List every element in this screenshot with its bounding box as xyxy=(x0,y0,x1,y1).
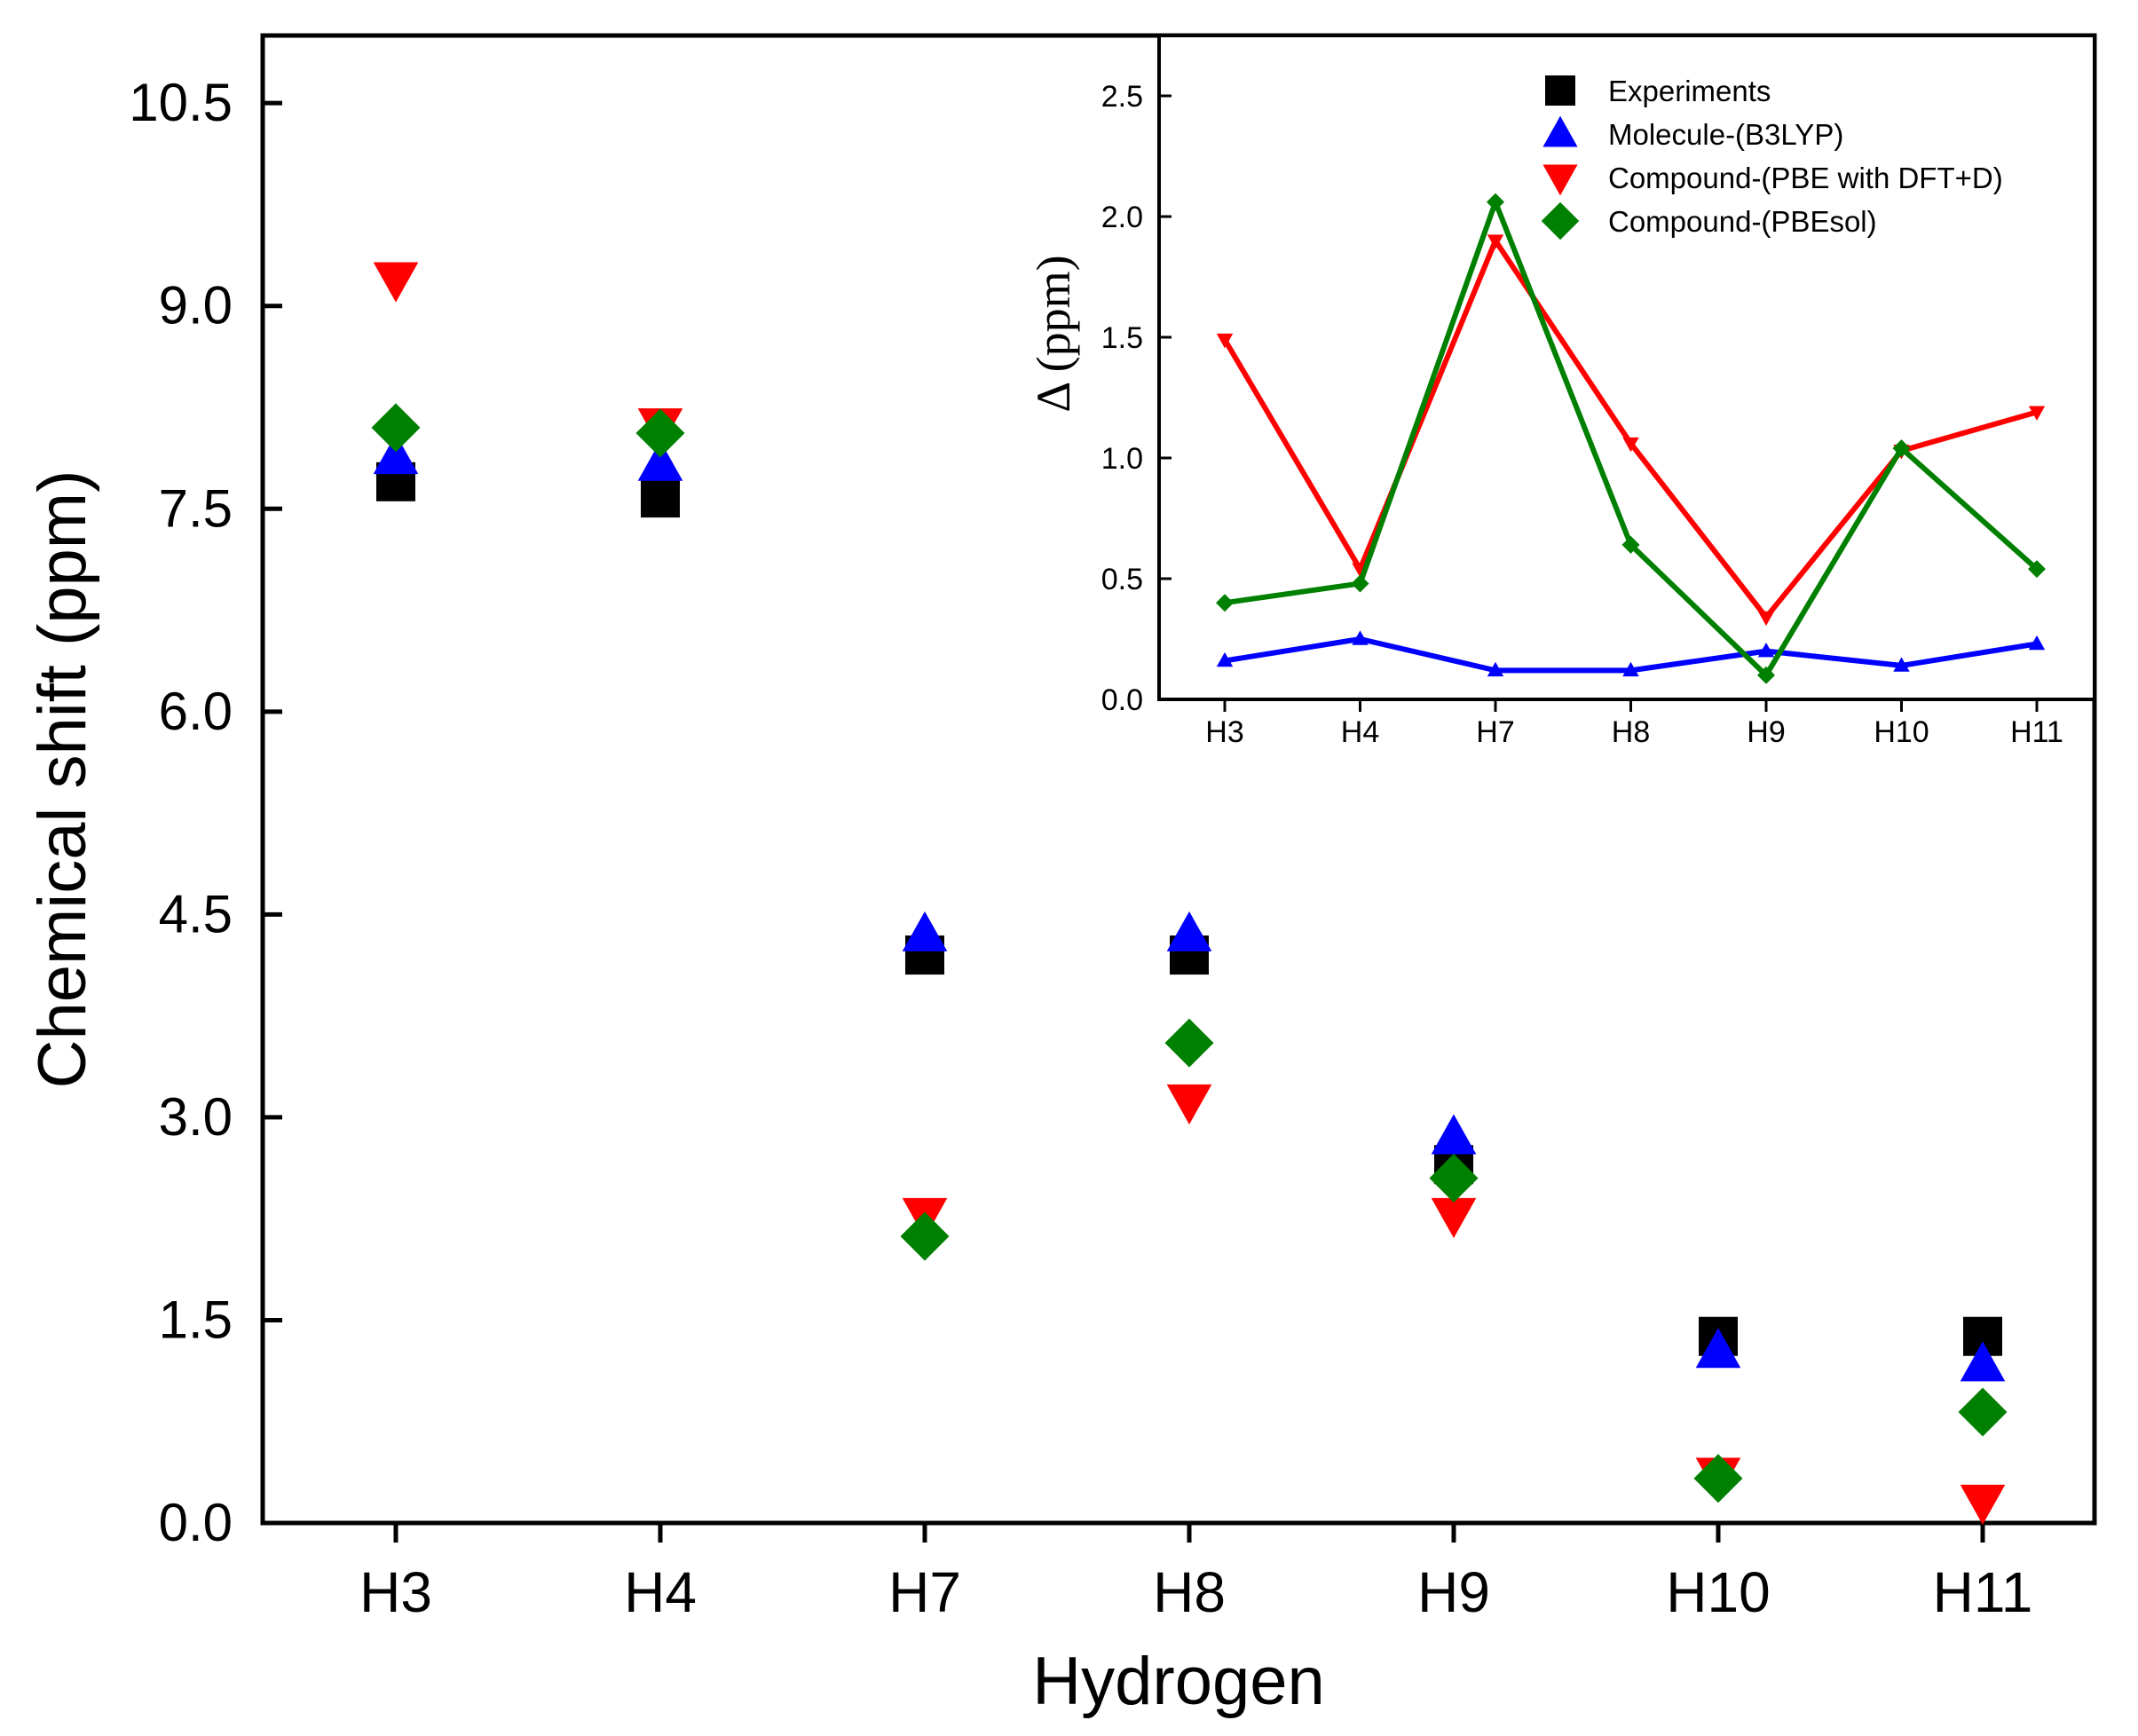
main-y-tick-label: 7.5 xyxy=(159,478,233,538)
main-series-compound-pbesol xyxy=(371,403,2008,1503)
inset-point-compound-pbe-with-dft-d-h11 xyxy=(2028,406,2046,421)
inset-x-tick-label: H8 xyxy=(1612,715,1650,749)
legend-label-compound-pbe-with-dft-d: Compound-(PBE with DFT+D) xyxy=(1608,162,2003,194)
inset-point-molecule-b3lyp-h3 xyxy=(1216,651,1234,667)
main-y-tick-label: 6.0 xyxy=(159,682,233,741)
main-x-tick-label: H7 xyxy=(888,1560,961,1624)
main-y-tick-label: 0.0 xyxy=(159,1493,233,1552)
inset-series-molecule-b3lyp xyxy=(1216,630,2046,677)
main-point-molecule-b3lyp-h11 xyxy=(1960,1341,2006,1382)
main-point-experiments-h4 xyxy=(641,478,680,518)
main-y-tick-label: 9.0 xyxy=(159,276,233,335)
main-point-molecule-b3lyp-h8 xyxy=(1166,911,1212,951)
inset-y-tick-label: 2.5 xyxy=(1101,80,1143,114)
legend: Experiments Molecule-(B3LYP) Compound-(PBE… xyxy=(1541,75,2003,241)
main-y-tick-label: 1.5 xyxy=(159,1290,233,1349)
main-x-tick-label: H8 xyxy=(1153,1560,1226,1624)
legend-marker-compound-pbe-with-dft-d xyxy=(1542,164,1578,196)
main-point-compound-pbesol-h9 xyxy=(1429,1153,1479,1203)
main-point-compound-pbesol-h7 xyxy=(900,1211,950,1261)
inset-point-compound-pbesol-h3 xyxy=(1216,594,1234,612)
inset-y-tick-label: 2.0 xyxy=(1101,201,1143,234)
inset-point-compound-pbesol-h4 xyxy=(1351,574,1369,593)
inset-x-tick-label: H7 xyxy=(1476,715,1514,749)
inset-point-compound-pbe-with-dft-d-h9 xyxy=(1757,611,1775,627)
inset-y-tick-label: 1.5 xyxy=(1101,321,1143,355)
inset-plot: 0.0 0.5 1.0 1.5 2.0 2.5 H3 H4 H7 H8 H9 H10 H11 xyxy=(1101,80,2063,749)
inset-x-tick-label: H9 xyxy=(1747,715,1785,749)
inset-point-molecule-b3lyp-h11 xyxy=(2028,635,2046,651)
legend-marker-molecule-b3lyp xyxy=(1542,115,1578,147)
main-y-tick-label: 4.5 xyxy=(159,884,233,943)
main-series-molecule-b3lyp xyxy=(373,433,2006,1382)
inset-point-compound-pbe-with-dft-d-h7 xyxy=(1487,234,1504,249)
main-x-axis-title: Hydrogen xyxy=(1032,1644,1325,1719)
legend-label-molecule-b3lyp: Molecule-(B3LYP) xyxy=(1608,118,1843,151)
legend-marker-compound-pbesol xyxy=(1541,201,1580,241)
inset-x-tick-label: H11 xyxy=(2010,715,2063,749)
main-point-molecule-b3lyp-h3 xyxy=(373,433,419,475)
main-plot: 0.0 1.5 3.0 4.5 6.0 7.5 9.0 10.5 H3 H4 H7 H8 H9 H10 H1… xyxy=(129,73,2032,1624)
main-x-tick-label: H3 xyxy=(359,1560,432,1624)
inset-point-compound-pbesol-h11 xyxy=(2028,560,2046,579)
inset-series-compound-pbesol xyxy=(1216,193,2046,684)
main-point-molecule-b3lyp-h10 xyxy=(1695,1328,1741,1369)
inset-point-molecule-b3lyp-h9 xyxy=(1757,643,1775,658)
main-point-molecule-b3lyp-h4 xyxy=(637,440,683,481)
inset-point-molecule-b3lyp-h10 xyxy=(1893,657,1910,672)
legend-label-compound-pbesol: Compound-(PBEsol) xyxy=(1608,205,1877,238)
inset-point-compound-pbe-with-dft-d-h8 xyxy=(1622,437,1639,453)
inset-point-compound-pbesol-h9 xyxy=(1757,666,1775,684)
main-point-compound-pbe-with-dft-d-h3 xyxy=(373,262,419,303)
legend-marker-experiments xyxy=(1545,75,1575,106)
main-y-tick-label: 3.0 xyxy=(159,1087,233,1147)
inset-point-compound-pbe-with-dft-d-h3 xyxy=(1216,333,1234,349)
inset-plot-frame xyxy=(1157,34,2096,701)
main-point-compound-pbesol-h3 xyxy=(371,403,421,453)
main-point-compound-pbe-with-dft-d-h11 xyxy=(1960,1484,2006,1526)
main-point-molecule-b3lyp-h7 xyxy=(902,911,948,951)
inset-y-axis-title: Δ (ppm) xyxy=(1027,255,1080,412)
inset-point-compound-pbesol-h7 xyxy=(1487,193,1504,211)
main-y-tick-label: 10.5 xyxy=(129,73,233,132)
main-point-compound-pbe-with-dft-d-h9 xyxy=(1431,1197,1477,1239)
inset-y-tick-label: 0.5 xyxy=(1101,563,1143,596)
main-x-tick-label: H11 xyxy=(1933,1560,2033,1624)
main-x-tick-label: H10 xyxy=(1666,1560,1770,1624)
main-x-tick-label: H4 xyxy=(624,1560,697,1624)
main-point-compound-pbesol-h11 xyxy=(1958,1387,2008,1437)
main-point-compound-pbe-with-dft-d-h8 xyxy=(1166,1084,1212,1125)
inset-point-compound-pbesol-h8 xyxy=(1621,535,1640,554)
main-point-compound-pbesol-h4 xyxy=(635,408,685,458)
main-point-compound-pbesol-h8 xyxy=(1164,1018,1214,1068)
inset-y-tick-label: 1.0 xyxy=(1101,442,1143,476)
main-x-tick-label: H9 xyxy=(1417,1560,1490,1624)
inset-point-molecule-b3lyp-h4 xyxy=(1352,630,1369,645)
inset-y-tick-label: 0.0 xyxy=(1101,683,1143,717)
inset-point-compound-pbesol-h10 xyxy=(1892,439,1911,458)
legend-label-experiments: Experiments xyxy=(1608,75,1771,107)
main-point-compound-pbesol-h10 xyxy=(1693,1454,1743,1503)
inset-point-molecule-b3lyp-h7 xyxy=(1487,661,1504,677)
main-point-molecule-b3lyp-h9 xyxy=(1431,1114,1477,1155)
inset-x-tick-label: H3 xyxy=(1205,715,1243,749)
main-y-axis-title: Chemical shift (ppm) xyxy=(25,470,100,1089)
inset-x-tick-label: H4 xyxy=(1341,715,1379,749)
inset-x-tick-label: H10 xyxy=(1874,715,1929,749)
inset-point-molecule-b3lyp-h8 xyxy=(1622,661,1639,677)
